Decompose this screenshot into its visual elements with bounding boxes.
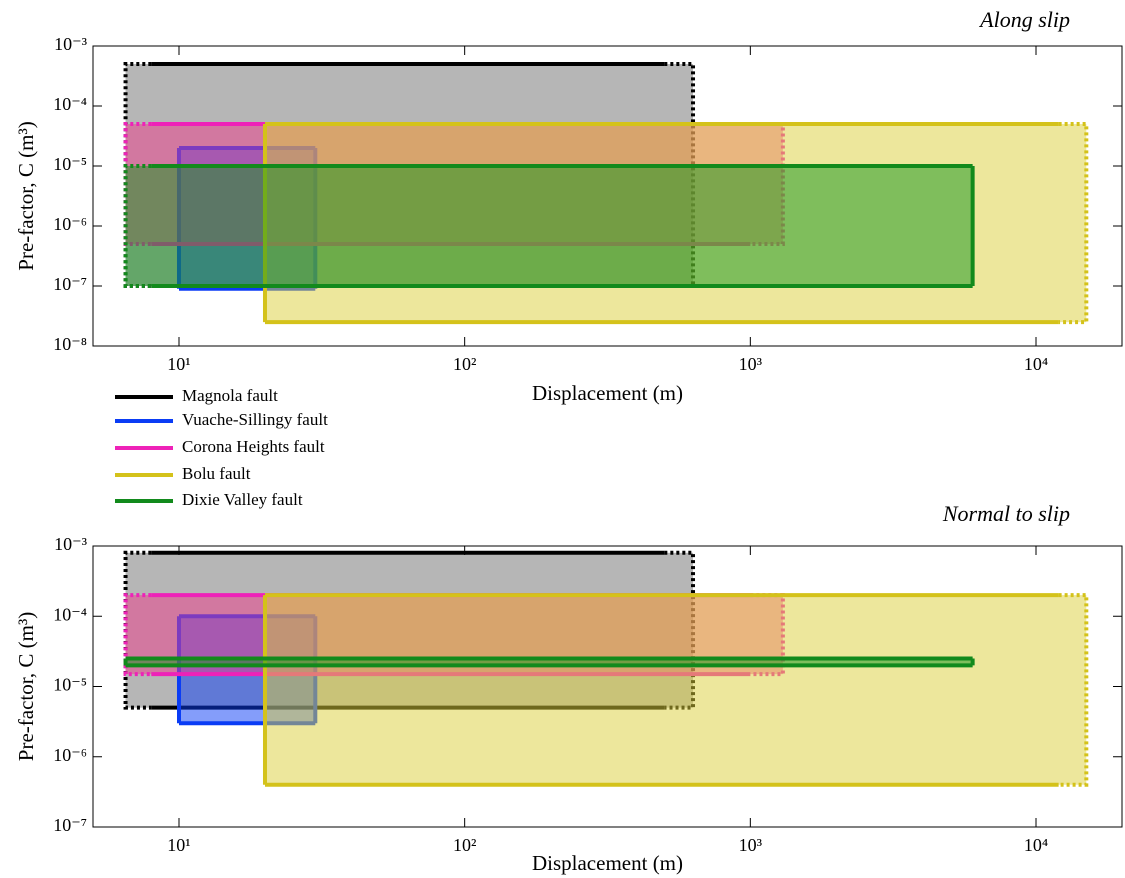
range-outline — [262, 593, 1059, 787]
legend-label: Magnola fault — [182, 386, 278, 405]
y-tick-label: 10⁻⁴ — [53, 604, 87, 624]
range-extension — [1058, 122, 1089, 325]
x-axis-label: Displacement (m) — [532, 851, 683, 875]
legend-label: Vuache-Sillingy fault — [182, 410, 328, 429]
range-extension — [664, 550, 696, 710]
y-tick-label: 10⁻⁵ — [53, 675, 87, 695]
x-tick-label: 10¹ — [167, 835, 190, 855]
x-tick-label: 10³ — [739, 354, 763, 374]
y-axis-label: Pre-factor, C (m³) — [14, 121, 38, 270]
panel-title: Normal to slip — [942, 501, 1070, 526]
y-tick-label: 10⁻⁶ — [53, 745, 87, 765]
x-tick-label: 10⁴ — [1024, 835, 1048, 855]
legend-label: Bolu fault — [182, 464, 251, 483]
x-tick-label: 10³ — [739, 835, 763, 855]
range-fill — [125, 658, 973, 666]
legend-label: Corona Heights fault — [182, 437, 325, 456]
plot-area — [123, 550, 1089, 787]
y-tick-label: 10⁻⁸ — [53, 334, 87, 354]
range-fill — [264, 595, 1087, 785]
range-extension — [1058, 593, 1089, 787]
x-tick-label: 10⁴ — [1024, 354, 1048, 374]
range-extension — [123, 593, 152, 677]
y-tick-label: 10⁻³ — [54, 534, 88, 554]
range-outline — [151, 164, 975, 288]
range-fill — [125, 166, 973, 286]
range-outline — [123, 656, 975, 668]
y-tick-label: 10⁻³ — [54, 34, 88, 54]
x-tick-label: 10² — [453, 835, 476, 855]
x-tick-label: 10² — [453, 354, 476, 374]
y-tick-label: 10⁻⁷ — [53, 274, 87, 294]
legend-label: Dixie Valley fault — [182, 490, 303, 509]
plot-area — [123, 62, 1089, 325]
range-extension — [123, 164, 152, 288]
y-axis-label: Pre-factor, C (m³) — [14, 612, 38, 761]
y-tick-label: 10⁻⁴ — [53, 94, 87, 114]
y-tick-label: 10⁻⁶ — [53, 214, 87, 234]
panel-title: Along slip — [978, 7, 1070, 32]
y-tick-label: 10⁻⁵ — [53, 154, 87, 174]
x-tick-label: 10¹ — [167, 354, 190, 374]
y-tick-label: 10⁻⁷ — [53, 815, 87, 835]
x-axis-label: Displacement (m) — [532, 381, 683, 405]
plot-frame — [92, 45, 1123, 347]
